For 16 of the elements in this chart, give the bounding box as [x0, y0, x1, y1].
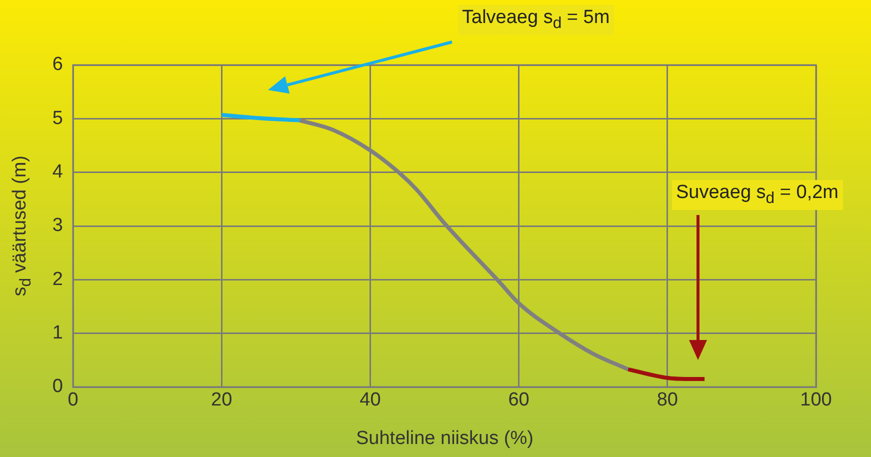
x-tick-label: 0: [68, 390, 78, 411]
x-tick-label: 20: [211, 390, 232, 411]
y-tick-label: 3: [52, 215, 63, 236]
x-tick-label: 80: [656, 390, 678, 411]
text: Talveaeg s$_{d}$ = 5m: [458, 5, 614, 35]
y-tick-label: 4: [52, 162, 64, 183]
x-axis-title: Suhteline niiskus (%): [356, 428, 534, 450]
x-tick-label: 60: [508, 390, 530, 411]
y-tick-label: 2: [52, 268, 63, 290]
x-tick-label: 100: [800, 390, 832, 411]
y-tick-label: 0: [52, 376, 63, 398]
x-tick-label: 40: [360, 390, 381, 411]
annotation: Suveaeg s$_{d}$ = 0,2m: [672, 180, 843, 210]
y-tick-label: 5: [52, 108, 63, 129]
y-tick-label: 6: [52, 54, 63, 76]
y-tick-label: 1: [52, 322, 63, 344]
